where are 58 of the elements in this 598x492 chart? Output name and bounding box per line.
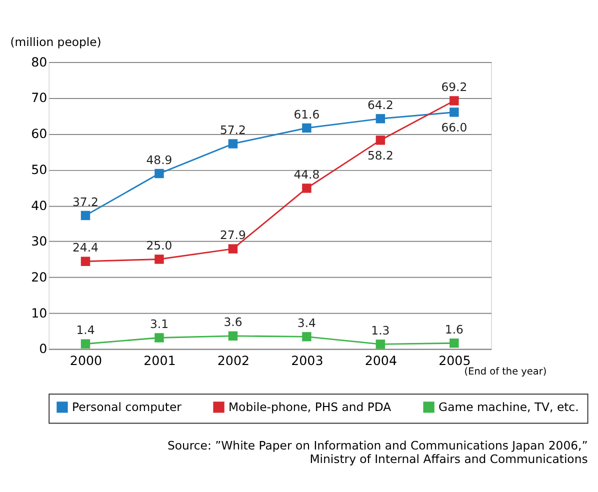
- y-tick-label: 10: [31, 305, 48, 320]
- y-tick-label: 80: [31, 54, 48, 70]
- point: [450, 96, 459, 106]
- data-label: 24.4: [72, 240, 98, 255]
- data-label: 61.6: [294, 107, 320, 122]
- legend-label: Personal computer: [72, 400, 182, 414]
- point: [80, 210, 90, 220]
- point: [376, 114, 386, 124]
- point: [228, 331, 238, 341]
- data-label: 57.2: [220, 123, 246, 138]
- x-axis-title: (End of the year): [464, 366, 547, 378]
- point: [450, 338, 459, 348]
- data-label: 1.3: [371, 323, 390, 338]
- data-label: 58.2: [367, 148, 394, 163]
- data-label: 25.0: [146, 238, 172, 252]
- y-tick-label: 30: [31, 234, 48, 249]
- data-label: 3.6: [224, 315, 242, 330]
- data-label: 66.0: [441, 120, 468, 135]
- point: [154, 254, 164, 264]
- point: [376, 136, 386, 145]
- x-tick-label: 2005: [438, 352, 471, 368]
- x-tick-label: 2002: [217, 352, 250, 368]
- data-label: 69.2: [441, 80, 468, 94]
- y-tick-label: 0: [39, 341, 48, 356]
- data-label: 44.8: [294, 168, 320, 182]
- data-label: 1.6: [444, 322, 464, 336]
- data-label: 27.9: [220, 228, 246, 242]
- y-tick-label: 70: [31, 90, 48, 106]
- point: [302, 123, 312, 133]
- point: [154, 333, 164, 342]
- legend-label: Game machine, TV, etc.: [438, 400, 579, 414]
- y-tick-label: 40: [31, 198, 48, 213]
- point: [302, 332, 312, 342]
- data-label: 37.2: [72, 194, 98, 209]
- y-tick-label: 50: [31, 162, 48, 177]
- data-label: 1.4: [76, 323, 95, 338]
- data-label: 64.2: [367, 98, 394, 112]
- x-tick-label: 2003: [291, 352, 324, 368]
- data-label: 3.4: [297, 316, 316, 330]
- data-label: 3.1: [150, 317, 168, 332]
- point: [228, 244, 238, 254]
- x-tick-label: 2001: [144, 352, 176, 368]
- point: [154, 168, 164, 178]
- y-axis-title: (million people): [10, 34, 102, 49]
- x-tick-label: 2004: [364, 352, 397, 368]
- x-tick-label: 2000: [70, 352, 102, 368]
- source-note: Source: ”White Paper on Information and Communications Japan 2006,”: [167, 438, 588, 452]
- point: [80, 256, 90, 266]
- text: Ministry of Internal Affairs and Communications: [310, 452, 588, 466]
- point: [302, 184, 312, 193]
- point: [228, 139, 238, 148]
- y-tick-label: 60: [31, 126, 48, 142]
- point: [376, 340, 386, 349]
- point: [450, 108, 459, 117]
- y-tick-label: 20: [31, 270, 48, 285]
- data-label: 48.9: [146, 152, 172, 167]
- legend-label: Mobile-phone, PHS and PDA: [228, 400, 392, 414]
- point: [80, 339, 90, 348]
